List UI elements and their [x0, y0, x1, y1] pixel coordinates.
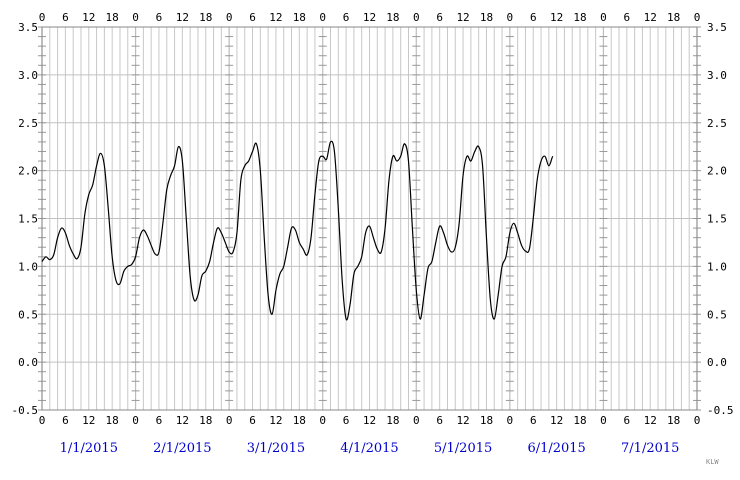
y-tick-label-right: 3.5: [707, 21, 727, 34]
x-tick-label-bottom: 6: [343, 414, 350, 427]
y-tick-label-left: 1.0: [18, 260, 38, 273]
plot-frame: [41, 26, 698, 411]
x-tick-label-top: 12: [363, 11, 376, 24]
x-tick-label-top: 6: [62, 11, 69, 24]
x-tick-label-bottom: 18: [386, 414, 399, 427]
y-tick-label-right: 2.5: [707, 117, 727, 130]
x-tick-label-bottom: 18: [573, 414, 586, 427]
x-tick-label-top: 6: [156, 11, 163, 24]
x-tick-label-top: 0: [600, 11, 607, 24]
date-label: 1/1/2015: [60, 441, 118, 456]
x-tick-label-top: 12: [82, 11, 95, 24]
y-tick-label-right: 1.5: [707, 213, 727, 226]
x-tick-label-top: 18: [573, 11, 586, 24]
x-tick-label-bottom: 0: [507, 414, 514, 427]
y-tick-label-left: 0.5: [18, 308, 38, 321]
x-axis-top-labels: 0 6 12 18 0 6 12 18 0 6 12 18 0 6 12 18 0 6 12 18 0 6 12 18 0 6 12…: [39, 11, 701, 24]
x-tick-label-bottom: 0: [39, 414, 46, 427]
x-tick-label-top: 0: [39, 11, 46, 24]
credit-label: KLW: [706, 458, 719, 466]
x-tick-label-top: 0: [507, 11, 514, 24]
x-tick-label-top: 18: [106, 11, 119, 24]
date-label: 5/1/2015: [434, 441, 492, 456]
x-tick-label-bottom: 0: [319, 414, 326, 427]
x-tick-label-bottom: 18: [293, 414, 306, 427]
y-tick-label-right: 2.0: [707, 165, 727, 178]
x-tick-label-top: 0: [413, 11, 420, 24]
x-tick-label-top: 12: [644, 11, 657, 24]
x-tick-label-bottom: 18: [106, 414, 119, 427]
series-line: [41, 140, 554, 321]
y-tick-label-right: -0.5: [707, 404, 734, 417]
x-tick-label-top: 18: [386, 11, 399, 24]
y-tick-label-right: 0.0: [707, 356, 727, 369]
x-tick-label-bottom: 18: [199, 414, 212, 427]
x-tick-label-bottom: 12: [456, 414, 469, 427]
x-tick-label-bottom: 12: [644, 414, 657, 427]
y-tick-label-left: 0.0: [18, 356, 38, 369]
x-tick-label-bottom: 0: [694, 414, 701, 427]
x-tick-label-bottom: 12: [82, 414, 95, 427]
x-tick-label-bottom: 0: [600, 414, 607, 427]
y-axis-left-labels: 3.5 3.0 2.5 2.0 1.5 1.0 0.5 0.0 -0.5: [12, 21, 39, 417]
x-tick-label-bottom: 0: [226, 414, 233, 427]
x-tick-label-top: 6: [624, 11, 631, 24]
x-tick-label-top: 0: [226, 11, 233, 24]
x-tick-label-bottom: 6: [530, 414, 537, 427]
y-tick-label-left: 3.0: [18, 69, 38, 82]
x-tick-label-top: 18: [667, 11, 680, 24]
x-tick-label-bottom: 12: [550, 414, 563, 427]
y-tick-label-right: 3.0: [707, 69, 727, 82]
x-tick-label-bottom: 6: [624, 414, 631, 427]
x-tick-label-top: 12: [269, 11, 282, 24]
x-tick-label-top: 6: [343, 11, 350, 24]
date-label: 6/1/2015: [527, 441, 585, 456]
x-tick-label-top: 0: [694, 11, 701, 24]
x-tick-label-bottom: 6: [249, 414, 256, 427]
x-tick-label-bottom: 6: [62, 414, 69, 427]
x-tick-label-bottom: 18: [480, 414, 493, 427]
date-labels: 1/1/2015 2/1/2015 3/1/2015 4/1/2015 5/1/2015…: [60, 441, 680, 456]
x-tick-label-top: 6: [530, 11, 537, 24]
y-tick-label-right: 0.5: [707, 308, 727, 321]
x-tick-label-bottom: 6: [156, 414, 163, 427]
x-tick-label-top: 18: [480, 11, 493, 24]
x-tick-label-top: 12: [176, 11, 189, 24]
date-label: 7/1/2015: [621, 441, 679, 456]
y-tick-label-right: 1.0: [707, 260, 727, 273]
x-tick-label-top: 18: [293, 11, 306, 24]
date-label: 2/1/2015: [153, 441, 211, 456]
x-tick-label-bottom: 18: [667, 414, 680, 427]
x-tick-label-top: 6: [249, 11, 256, 24]
y-tick-label-left: 2.0: [18, 165, 38, 178]
x-tick-label-bottom: 6: [436, 414, 443, 427]
x-tick-label-top: 12: [550, 11, 563, 24]
x-tick-label-bottom: 0: [413, 414, 420, 427]
y-tick-label-left: 1.5: [18, 213, 38, 226]
x-tick-label-top: 12: [456, 11, 469, 24]
x-axis-bottom-labels: 0 6 12 18 0 6 12 18 0 6 12 18 0 6 12 18 0 6 12 18 0 6 12 18 0 6 12…: [39, 414, 701, 427]
y-tick-label-left: 3.5: [18, 21, 38, 34]
x-tick-label-top: 0: [132, 11, 139, 24]
x-tick-label-bottom: 12: [176, 414, 189, 427]
x-tick-label-top: 6: [436, 11, 443, 24]
x-tick-label-bottom: 12: [363, 414, 376, 427]
date-label: 3/1/2015: [247, 441, 305, 456]
date-label: 4/1/2015: [340, 441, 398, 456]
x-tick-label-bottom: 12: [269, 414, 282, 427]
y-tick-label-left: -0.5: [12, 404, 39, 417]
x-tick-label-top: 18: [199, 11, 212, 24]
x-tick-label-top: 0: [319, 11, 326, 24]
y-axis-right-labels: 3.5 3.0 2.5 2.0 1.5 1.0 0.5 0.0 -0.5: [707, 21, 734, 417]
y-tick-label-left: 2.5: [18, 117, 38, 130]
x-tick-label-bottom: 0: [132, 414, 139, 427]
